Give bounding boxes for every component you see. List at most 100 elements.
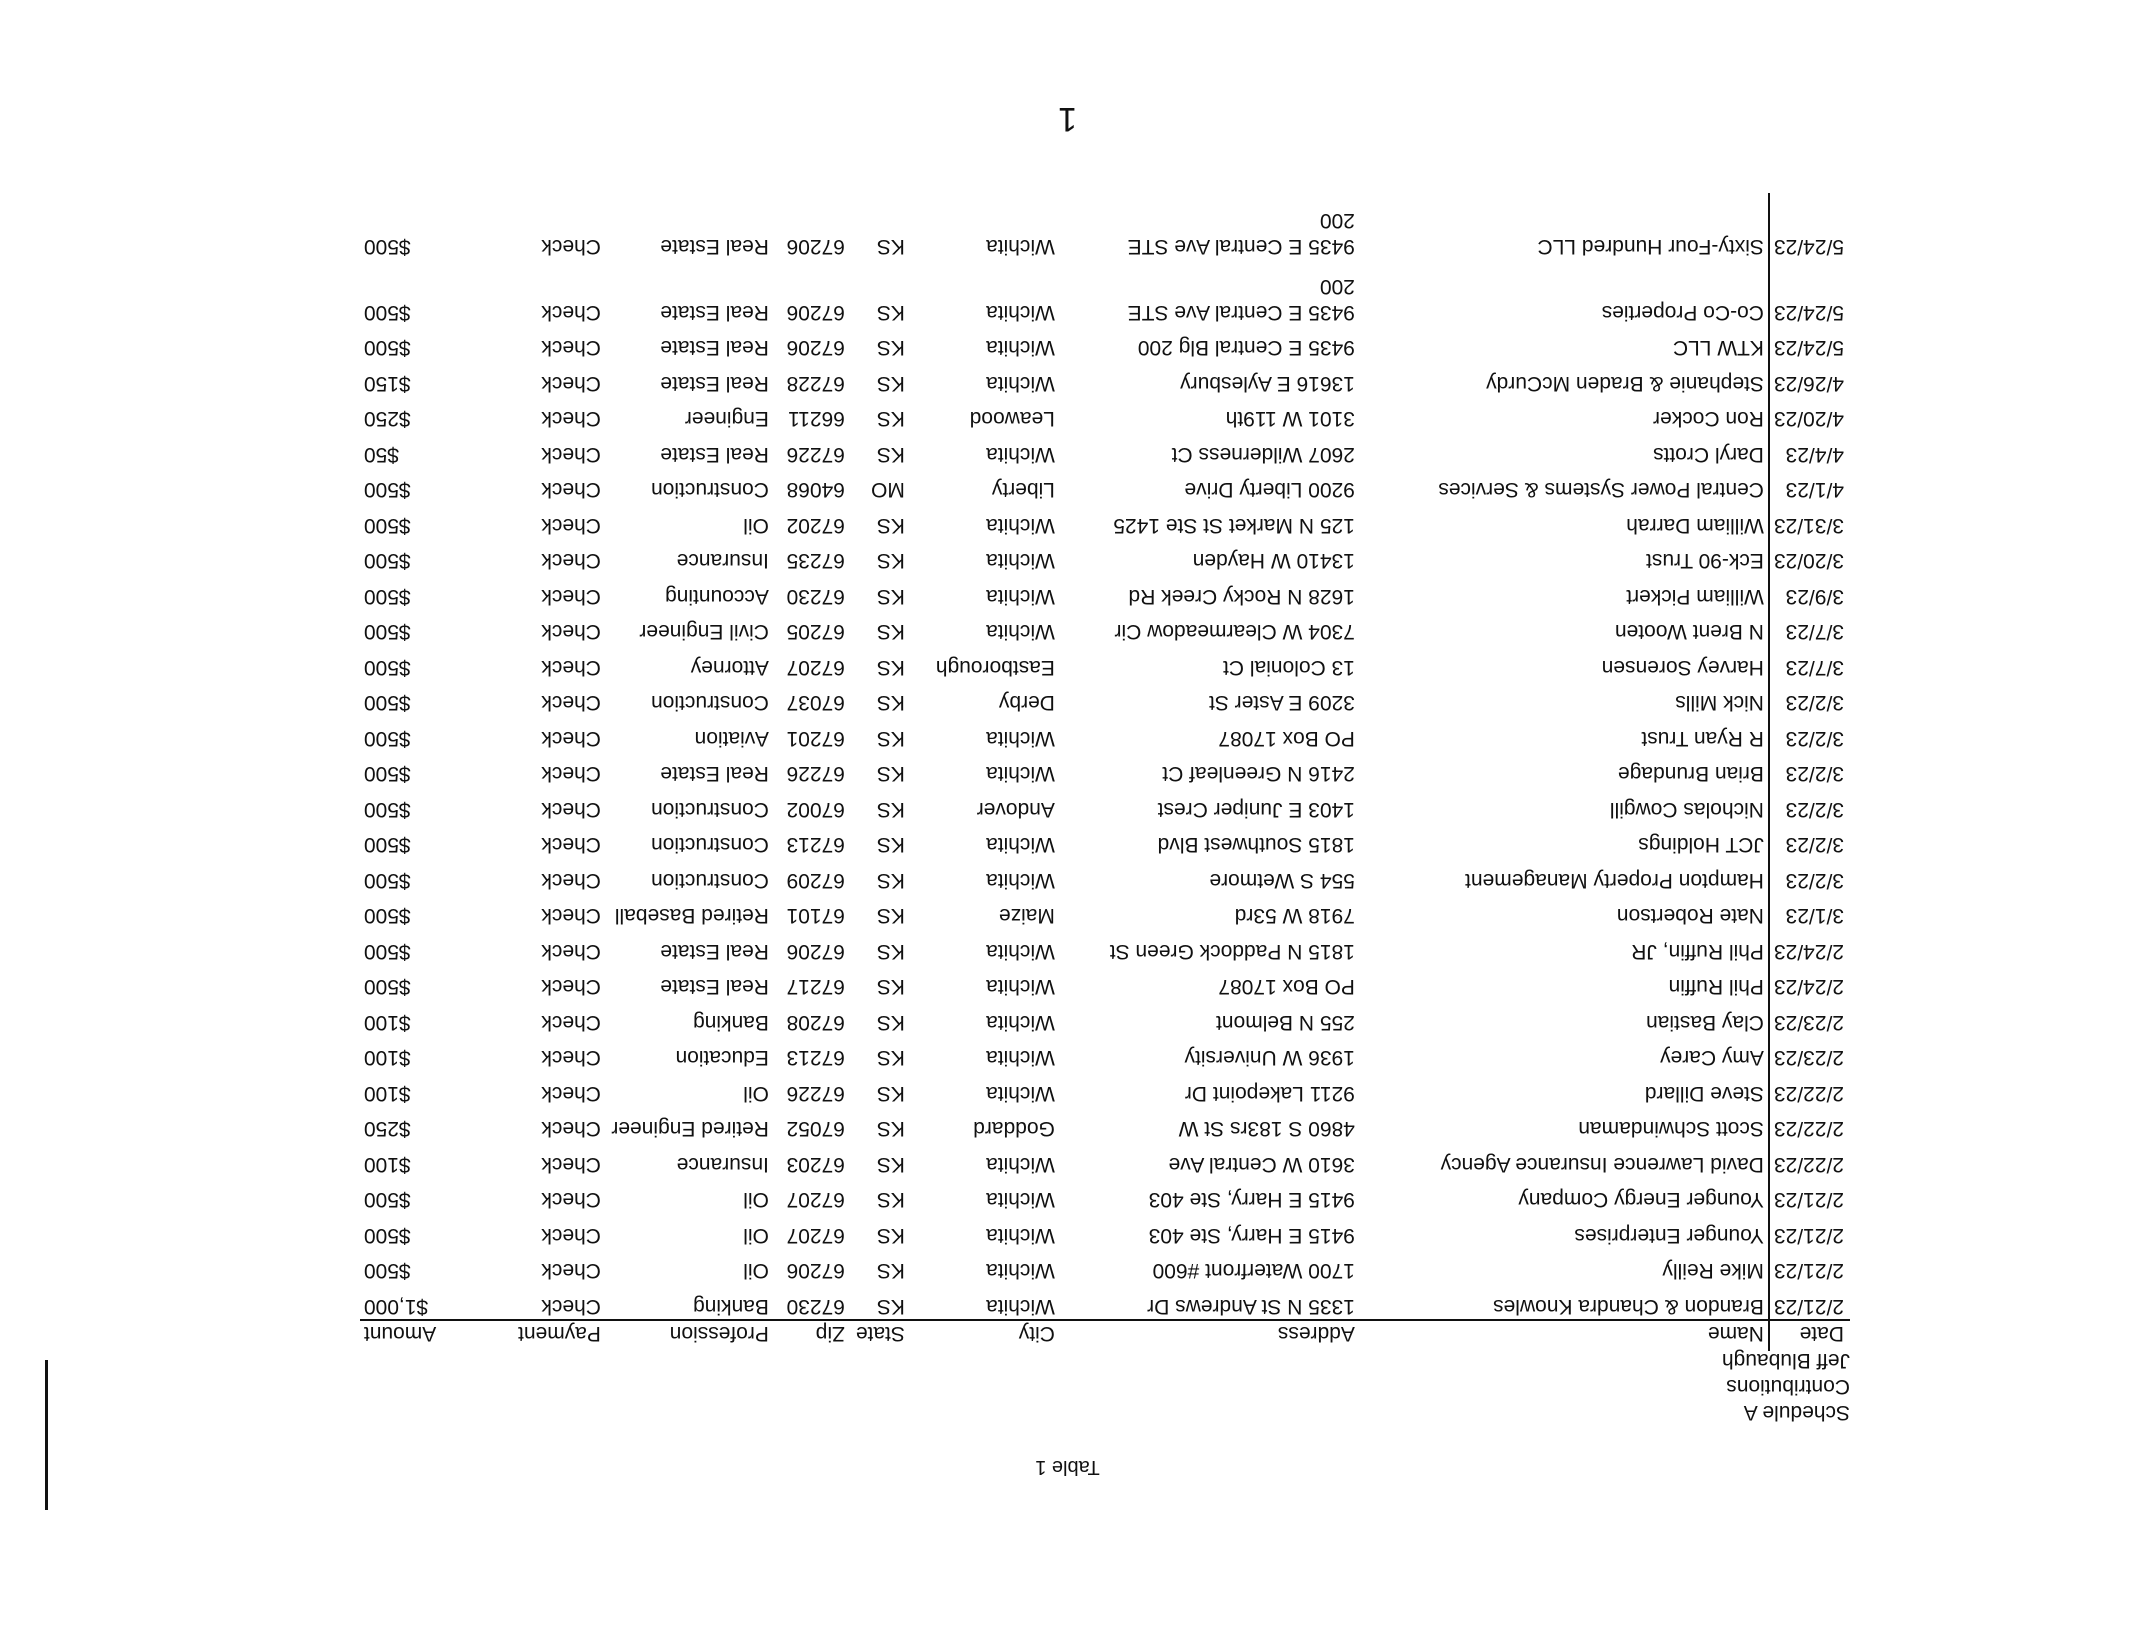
cell-payment: Check xyxy=(541,549,601,573)
cell-profession: Insurance xyxy=(676,549,769,573)
cell-state: KS xyxy=(876,798,905,821)
cell-amount: $150 xyxy=(363,372,411,395)
cell-date: 3/2/23 xyxy=(1768,786,1850,822)
cell-payment: Check xyxy=(541,372,601,395)
section-title: Contributions xyxy=(1726,1375,1850,1398)
contributions-table: Date Name Address City State Zip Profess… xyxy=(359,193,1850,1351)
cell-state: KS xyxy=(876,549,905,573)
cell-zip: 67002 xyxy=(786,798,845,821)
cell-zip: 67226 xyxy=(786,1082,845,1105)
cell-payment: Check xyxy=(541,301,601,324)
cell-state: KS xyxy=(876,1153,905,1176)
scan-edge-line xyxy=(45,1360,48,1510)
cell-name: Ron Cocker xyxy=(1653,407,1764,431)
cell-payment: Check xyxy=(541,620,601,644)
cell-date: 3/2/23 xyxy=(1768,822,1850,858)
cell-date: 5/24/23 xyxy=(1768,325,1850,361)
cell-date: 2/23/23 xyxy=(1768,999,1850,1035)
cell-amount: $500 xyxy=(363,798,411,821)
cell-date: 3/7/23 xyxy=(1768,609,1850,645)
cell-name: Stephanie & Braden McCurdy xyxy=(1486,372,1764,395)
table-row: 2/24/23 Phil Ruffin PO Box 17087 Wichita KS 6… xyxy=(360,964,1850,1000)
cell-state: KS xyxy=(876,585,905,608)
cell-city: Liberty xyxy=(991,478,1055,502)
cell-address: 554 S Wetmore xyxy=(1209,869,1355,892)
cell-payment: Check xyxy=(541,1188,601,1212)
cell-zip: 67101 xyxy=(786,904,845,928)
cell-profession: Civil Engineer xyxy=(639,620,769,644)
cell-name: Amy Carey xyxy=(1660,1046,1764,1070)
table-row: 3/1/23 Nate Robertson 7918 W 53rd Maize KS 67… xyxy=(360,893,1850,929)
cell-payment: Check xyxy=(541,336,601,360)
cell-state: KS xyxy=(876,869,905,892)
table-row: 2/22/23 David Lawrence Insurance Agency 36… xyxy=(360,1141,1850,1177)
table-row: 5/24/23 KTW LLC 9435 E Central Blg 200 Wich… xyxy=(360,325,1850,361)
table-row: 4/20/23 Ron Cocker 3101 W 119th Leawood KS 66… xyxy=(360,396,1850,432)
cell-state: KS xyxy=(876,1188,905,1212)
cell-address: 1403 E Juniper Crest xyxy=(1157,798,1355,821)
cell-profession: Banking xyxy=(693,1295,769,1318)
cell-profession: Real Estate xyxy=(660,235,769,258)
cell-date: 2/22/23 xyxy=(1768,1106,1850,1142)
cell-profession: Real Estate xyxy=(660,762,769,786)
cell-date: 2/23/23 xyxy=(1768,1035,1850,1071)
table-row: 3/9/23 William Pickert 1628 N Rocky Creek … xyxy=(360,573,1850,609)
cell-date: 4/26/23 xyxy=(1768,360,1850,396)
cell-amount: $500 xyxy=(363,975,411,999)
cell-payment: Check xyxy=(541,762,601,786)
cell-address: 1936 W University xyxy=(1184,1046,1355,1070)
cell-payment: Check xyxy=(541,235,601,258)
cell-amount: $500 xyxy=(363,478,411,502)
cell-city: Wichita xyxy=(986,549,1055,573)
cell-amount: $50 xyxy=(363,443,399,466)
cell-amount: $500 xyxy=(363,691,411,715)
cell-address: 125 N Market St Ste 1425 xyxy=(1113,514,1355,537)
cell-state: KS xyxy=(876,833,905,857)
cell-date: 2/24/23 xyxy=(1768,928,1850,964)
cell-name: David Lawrence Insurance Agency xyxy=(1440,1153,1764,1176)
cell-profession: Real Estate xyxy=(660,975,769,999)
cell-address: 1815 N Paddock Green St xyxy=(1109,940,1355,963)
cell-name: Mike Reilly xyxy=(1662,1259,1764,1283)
cell-profession: Real Estate xyxy=(660,372,769,395)
cell-amount: $500 xyxy=(363,620,411,644)
cell-state: KS xyxy=(876,407,905,431)
cell-city: Leawood xyxy=(969,407,1055,431)
cell-state: KS xyxy=(876,975,905,999)
cell-amount: $250 xyxy=(363,407,411,431)
cell-profession: Oil xyxy=(743,1188,769,1212)
cell-payment: Check xyxy=(541,478,601,502)
table-row: 2/21/23 Younger Enterprises 9415 E Harry, … xyxy=(360,1212,1850,1248)
cell-address: 13 Colonial Ct xyxy=(1223,656,1355,679)
table-row: 3/31/23 William Darrah 125 N Market St Ste… xyxy=(360,502,1850,538)
cell-amount: $500 xyxy=(363,336,411,360)
cell-name: Daryl Crotts xyxy=(1653,443,1764,466)
cell-profession: Aviation xyxy=(694,727,769,750)
cell-profession: Real Estate xyxy=(660,443,769,466)
cell-city: Wichita xyxy=(986,869,1055,892)
table-header-row: Date Name Address City State Zip Profess… xyxy=(359,1320,1850,1351)
table-row: 2/21/23 Younger Energy Company 9415 E Harr… xyxy=(360,1177,1850,1213)
cell-profession: Oil xyxy=(743,1259,769,1283)
cell-date: 3/7/23 xyxy=(1768,644,1850,680)
cell-zip: 64068 xyxy=(786,478,845,502)
cell-payment: Check xyxy=(541,1082,601,1105)
cell-profession: Engineer xyxy=(684,407,769,431)
cell-address: 7304 W Clearmeadow Cir xyxy=(1114,620,1355,644)
cell-zip: 67230 xyxy=(786,1295,845,1318)
cell-state: KS xyxy=(876,727,905,750)
cell-state: KS xyxy=(876,904,905,928)
cell-profession: Attorney xyxy=(690,656,769,679)
cell-payment: Check xyxy=(541,691,601,715)
cell-name: Eck-90 Trust xyxy=(1646,549,1764,573)
cell-payment: Check xyxy=(541,514,601,537)
cell-address: 9415 E Harry, Ste 403 xyxy=(1148,1188,1355,1212)
cell-profession: Construction xyxy=(651,833,769,857)
cell-address: 9435 E Central Blg 200 xyxy=(1137,336,1355,360)
cell-state: KS xyxy=(876,514,905,537)
cell-city: Wichita xyxy=(986,620,1055,644)
cell-name: Clay Bastian xyxy=(1646,1011,1764,1034)
cell-zip: 67207 xyxy=(786,1188,845,1212)
cell-payment: Check xyxy=(541,975,601,999)
